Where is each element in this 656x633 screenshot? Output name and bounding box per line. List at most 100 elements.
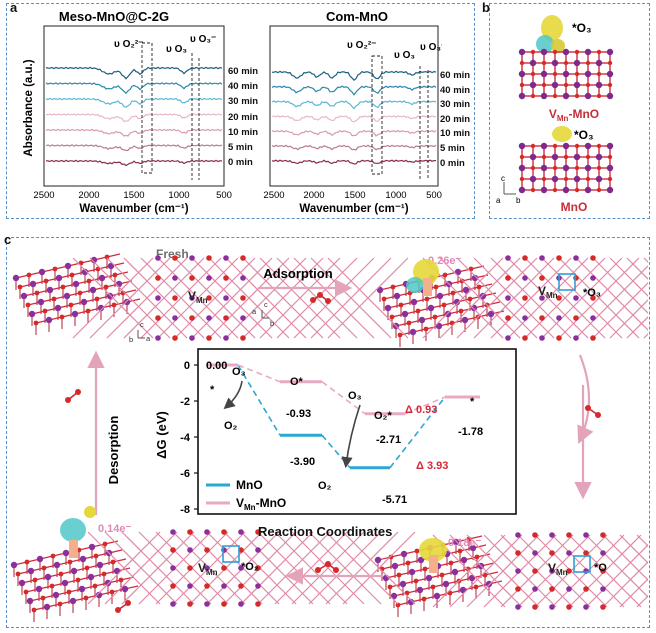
atom <box>87 573 95 581</box>
atom <box>551 175 559 183</box>
atom <box>539 315 545 321</box>
atom <box>566 568 572 574</box>
atom <box>451 568 459 576</box>
atom <box>574 71 580 77</box>
atom <box>452 538 460 546</box>
atom <box>448 560 454 566</box>
atom <box>29 280 37 288</box>
atom <box>522 255 528 261</box>
atom <box>562 164 570 172</box>
atom <box>391 562 399 570</box>
energy-ylabel: ΔG (eV) <box>154 411 169 459</box>
vmn-sub: Mn <box>206 568 218 577</box>
time-label: 20 min <box>228 111 259 123</box>
atom <box>58 571 64 577</box>
atom <box>532 532 538 538</box>
atom <box>92 583 98 589</box>
atom <box>170 583 176 589</box>
lbl-o2star: O₂* <box>374 410 392 422</box>
spectra-left-title: Meso-MnO@C-2G <box>59 9 169 24</box>
atom <box>223 255 229 261</box>
atom <box>444 310 452 318</box>
b-model-1: V <box>549 107 557 121</box>
lbl-v5: -1.78 <box>458 426 483 438</box>
atom <box>596 187 602 193</box>
atom <box>518 92 526 100</box>
atom <box>505 255 511 261</box>
atom <box>238 529 244 535</box>
atom <box>36 555 44 563</box>
atom <box>522 275 528 281</box>
atom <box>460 556 468 564</box>
atom <box>83 595 89 601</box>
atom <box>52 591 60 599</box>
atom <box>255 601 261 607</box>
atom <box>549 568 555 574</box>
vmn-mno-slab <box>518 48 614 100</box>
panel-c-label: c <box>4 232 12 247</box>
atom <box>69 272 75 278</box>
vmn-label: V <box>198 561 206 575</box>
atom <box>573 59 581 67</box>
atom <box>563 60 569 66</box>
atom <box>396 572 402 578</box>
atom <box>590 255 596 261</box>
atom <box>590 335 596 341</box>
vmn-label: V <box>188 289 196 303</box>
atom <box>406 320 412 326</box>
atom <box>453 298 461 306</box>
atom <box>505 275 511 281</box>
atom <box>77 290 83 296</box>
atom <box>240 275 246 281</box>
atom <box>541 176 547 182</box>
spectrum-curve <box>45 128 223 137</box>
atom <box>400 550 408 558</box>
atom <box>401 310 409 318</box>
atom <box>590 315 596 321</box>
atom <box>552 165 558 171</box>
atom <box>556 255 562 261</box>
atom <box>15 571 21 577</box>
atom <box>204 601 210 607</box>
panel-b-label: b <box>482 0 490 15</box>
charge-label: 0.18e⁻ <box>448 537 482 549</box>
atom <box>50 553 56 559</box>
atom <box>573 153 581 161</box>
atom <box>433 592 441 600</box>
atom <box>89 286 97 294</box>
atom <box>67 559 73 565</box>
atom <box>540 186 548 194</box>
atom <box>390 284 396 290</box>
panel-c-scene: Fresh Adsorption Desorption 0.26e⁻ 0.18e… <box>10 247 648 622</box>
atom <box>43 603 51 611</box>
atom <box>433 284 439 290</box>
atom <box>541 60 547 66</box>
lbl-v1: -0.93 <box>286 408 311 420</box>
atom <box>424 296 430 302</box>
atom <box>55 274 63 282</box>
atom <box>26 272 32 278</box>
atom <box>206 255 212 261</box>
atom <box>170 547 176 553</box>
atom <box>607 154 613 160</box>
atom <box>566 550 572 556</box>
atom <box>606 70 614 78</box>
atom <box>584 164 592 172</box>
atom <box>101 571 107 577</box>
atom <box>515 550 521 556</box>
left-tick: 1000 <box>168 190 189 201</box>
spectrum-curve <box>272 114 437 123</box>
atom <box>549 586 555 592</box>
atom <box>549 550 555 556</box>
atom <box>522 315 528 321</box>
o2-molecule-icon <box>115 600 131 613</box>
atom <box>539 335 545 341</box>
atom <box>607 60 613 66</box>
atom <box>121 585 129 593</box>
panel-a-label: a <box>10 0 18 15</box>
atom <box>556 315 562 321</box>
atom <box>172 315 178 321</box>
time-label: 0 min <box>228 157 253 169</box>
right-tick: 500 <box>426 190 442 201</box>
atom <box>106 292 114 300</box>
